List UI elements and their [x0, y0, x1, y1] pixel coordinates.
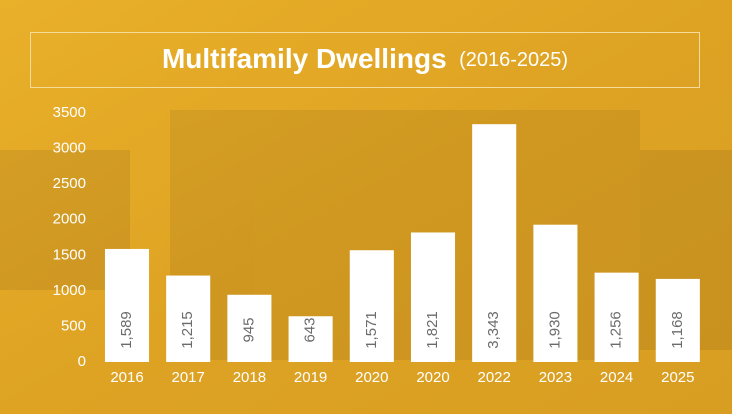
x-tick-label: 2016	[110, 369, 143, 386]
bar	[472, 124, 517, 362]
value-label: 1,589	[118, 311, 135, 349]
y-tick-label: 0	[78, 353, 86, 370]
value-label: 1,821	[424, 311, 441, 349]
bar	[533, 224, 578, 362]
y-tick-label: 500	[61, 317, 86, 334]
x-tick-label: 2019	[294, 369, 327, 386]
x-tick-label: 2018	[233, 369, 266, 386]
y-tick-label: 1000	[53, 282, 86, 299]
y-tick-label: 2000	[53, 211, 86, 228]
y-tick-label: 1500	[53, 246, 86, 263]
bar	[594, 272, 639, 362]
bar	[655, 278, 700, 362]
y-tick-label: 3500	[53, 104, 86, 121]
y-tick-label: 2500	[53, 175, 86, 192]
bar	[104, 248, 150, 362]
x-tick-label: 2020	[416, 369, 449, 386]
value-label: 1,571	[363, 311, 380, 349]
title-box	[30, 32, 700, 88]
x-tick-label: 2017	[172, 369, 205, 386]
x-tick-label: 2024	[600, 369, 633, 386]
chart-title: Multifamily Dwellings	[162, 43, 447, 74]
bar	[227, 294, 272, 362]
x-tick-label: 2025	[661, 369, 694, 386]
x-tick-label: 2020	[355, 369, 388, 386]
x-tick-label: 2023	[539, 369, 572, 386]
y-tick-label: 3000	[53, 140, 86, 157]
bar	[410, 232, 456, 362]
bar	[349, 250, 394, 362]
value-label: 1,168	[669, 311, 686, 349]
chart-title-group: Multifamily Dwellings (2016-2025)	[162, 43, 568, 74]
bar	[288, 316, 333, 362]
value-label: 643	[302, 317, 319, 342]
value-label: 1,215	[179, 311, 196, 349]
x-tick-label: 2022	[478, 369, 511, 386]
value-label: 1,930	[546, 311, 563, 349]
chart-subtitle: (2016-2025)	[459, 49, 568, 71]
value-label: 945	[240, 317, 257, 342]
value-label: 1,256	[608, 311, 625, 349]
value-label: 3,343	[485, 311, 502, 349]
bar	[166, 275, 211, 362]
